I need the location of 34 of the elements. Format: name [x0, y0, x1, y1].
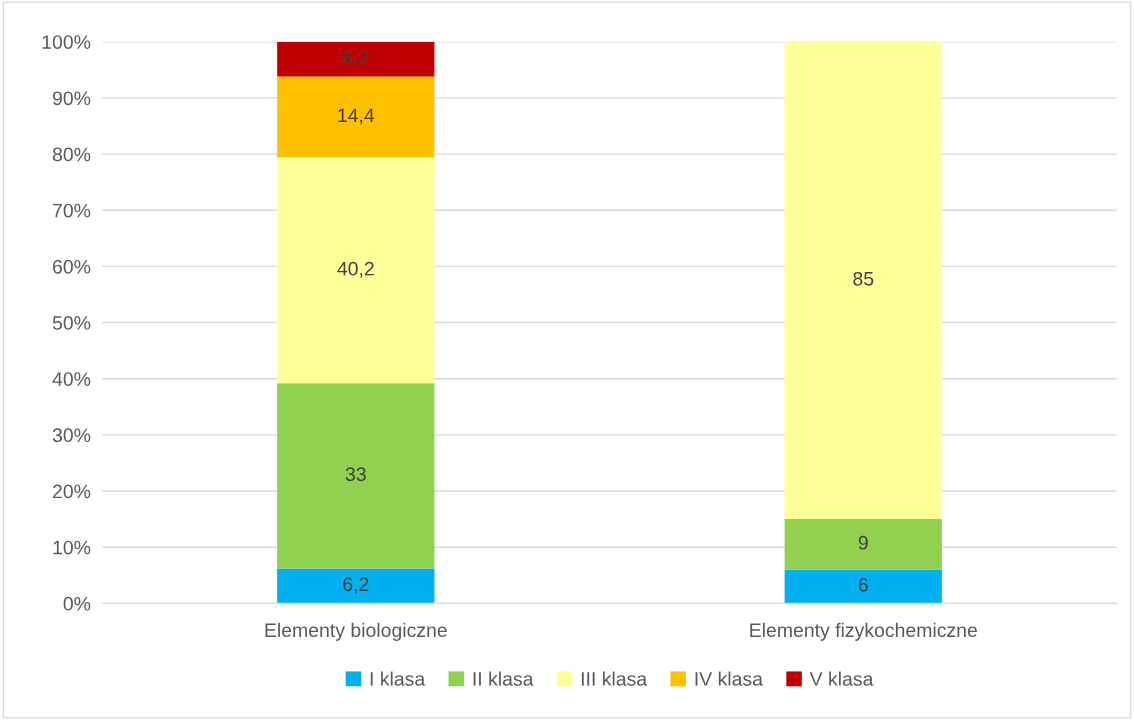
data-label: 6	[858, 577, 868, 592]
data-label: 6,2	[343, 577, 369, 594]
bar	[277, 41, 435, 77]
y-tick-label: 100%	[42, 35, 91, 49]
bar	[277, 157, 435, 384]
y-tick-label: 90%	[52, 91, 91, 106]
data-label: 40,2	[337, 261, 374, 278]
y-tick-label: 80%	[52, 147, 91, 162]
bar	[784, 569, 942, 604]
legend-label: II klasa	[473, 671, 534, 686]
bar	[784, 519, 942, 570]
x-tick-label: Elementy biologiczne	[265, 622, 447, 641]
y-tick-label: 20%	[53, 484, 91, 499]
y-tick-label: 50%	[52, 316, 91, 330]
y-tick-label: 40%	[52, 372, 91, 386]
legend-label: I klasa	[370, 671, 426, 686]
data-label: 85	[853, 271, 874, 286]
bar	[277, 383, 435, 569]
y-tick-label: 30%	[52, 428, 91, 443]
y-tick-label: 0%	[63, 596, 91, 611]
data-label: 14,4	[338, 108, 375, 125]
data-label: 6,2	[343, 50, 369, 67]
data-label: 33	[345, 467, 366, 482]
y-tick-label: 60%	[53, 259, 91, 274]
bar	[784, 41, 942, 520]
legend-label: IV klasa	[695, 671, 763, 686]
y-tick-label: 70%	[53, 203, 91, 218]
y-tick-label: 10%	[53, 540, 91, 555]
bar	[277, 76, 435, 158]
legend-label: V klasa	[809, 671, 874, 686]
bar	[277, 568, 435, 604]
legend-label: III klasa	[581, 671, 648, 686]
data-label: 9	[858, 535, 868, 550]
x-tick-label: Elementy fizykochemiczne	[750, 622, 977, 641]
